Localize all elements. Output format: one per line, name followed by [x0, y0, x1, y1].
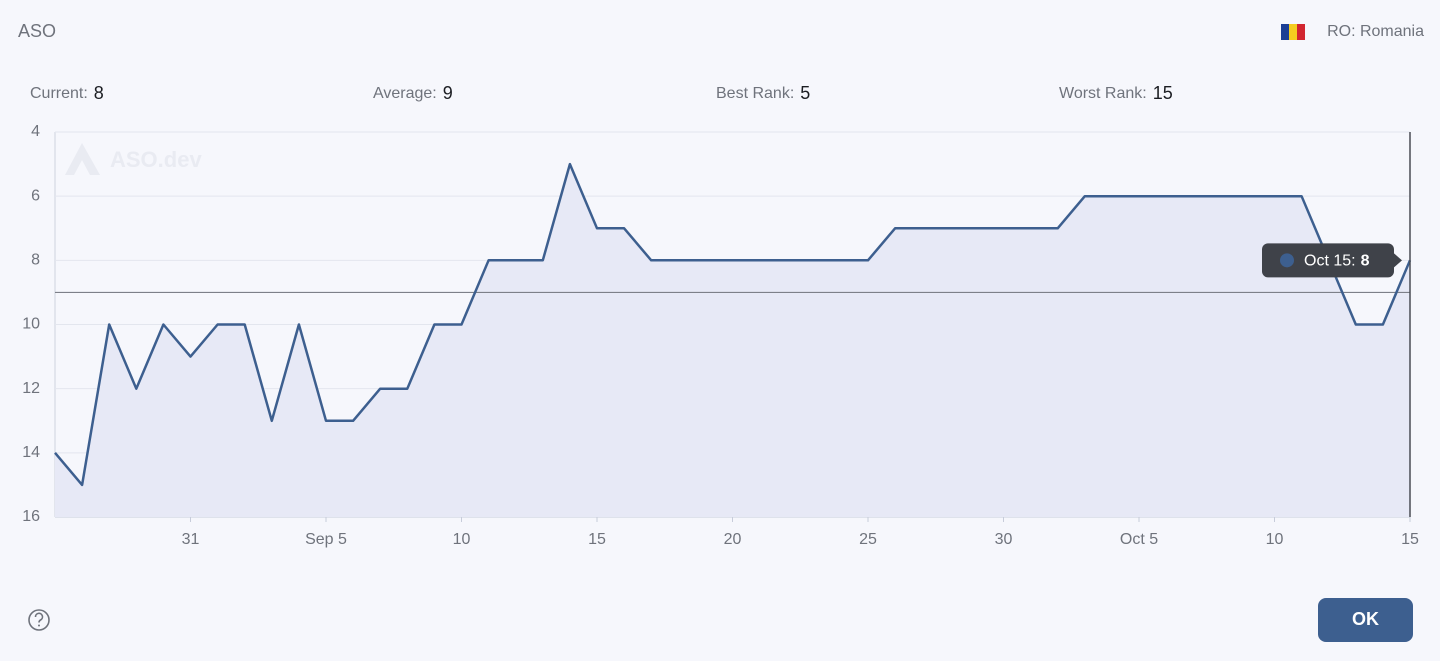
line	[54, 162, 1412, 487]
x-tick-label: 31	[182, 531, 200, 548]
y-tick-label: 4	[31, 123, 40, 140]
y-tick-label: 8	[31, 252, 40, 269]
ok-button[interactable]: OK	[1318, 598, 1413, 642]
country[interactable]: RO: Romania	[1327, 23, 1424, 40]
y-tick-label: 6	[31, 187, 40, 204]
x-tick-label: 15	[588, 531, 606, 548]
x-tick-label: Sep 5	[305, 531, 347, 548]
stat: Current: 8	[30, 83, 104, 103]
flag	[1281, 24, 1305, 40]
x-tick-label: 15	[1401, 531, 1419, 548]
title: ASO	[18, 21, 56, 41]
stat-value: 5	[800, 83, 810, 103]
x-tick-label: 10	[453, 531, 471, 548]
stat-label: Average:	[373, 85, 437, 102]
flag-stripe	[1297, 24, 1305, 40]
stat: Worst Rank: 15	[1059, 83, 1173, 103]
stat-label: Worst Rank:	[1059, 85, 1147, 102]
flag-stripe	[1289, 24, 1297, 40]
stat-value: 15	[1153, 83, 1173, 103]
stat-label: Current:	[30, 85, 88, 102]
help-circle	[28, 609, 50, 631]
watermark-logo	[65, 143, 100, 175]
tooltip-label: Oct 15:	[1304, 253, 1356, 270]
ok-button-bg[interactable]	[1318, 598, 1413, 642]
tooltip-swatch	[1280, 253, 1294, 268]
x-tick-label: 30	[995, 531, 1013, 548]
tooltip-value: 8	[1361, 253, 1370, 270]
x-tick-label: Oct 5	[1120, 531, 1158, 548]
x-tick-label: 10	[1266, 531, 1284, 548]
y-tick-label: 12	[22, 380, 40, 397]
stat: Best Rank: 5	[716, 83, 810, 103]
stat-label: Best Rank:	[716, 85, 794, 102]
ok-label[interactable]: OK	[1352, 609, 1379, 629]
area	[55, 164, 1410, 517]
tooltip: Oct 15: 8	[1262, 243, 1402, 278]
x-tick-label: 25	[859, 531, 877, 548]
stat-value: 9	[443, 83, 453, 103]
stat-value: 8	[94, 83, 104, 103]
tooltip-text: Oct 15: 8	[1304, 253, 1370, 270]
y-tick-label: 16	[22, 508, 40, 525]
stat: Average: 9	[373, 83, 453, 103]
x-tick-label: 20	[724, 531, 742, 548]
y-tick-label: 10	[22, 316, 40, 333]
flag-stripe	[1281, 24, 1289, 40]
help-icon[interactable]	[28, 609, 50, 631]
y-tick-label: 14	[22, 444, 40, 461]
watermark: ASO.dev	[110, 147, 202, 172]
tooltip-bg	[1262, 243, 1402, 278]
help-dot	[38, 624, 40, 627]
help-glyph	[34, 612, 44, 623]
